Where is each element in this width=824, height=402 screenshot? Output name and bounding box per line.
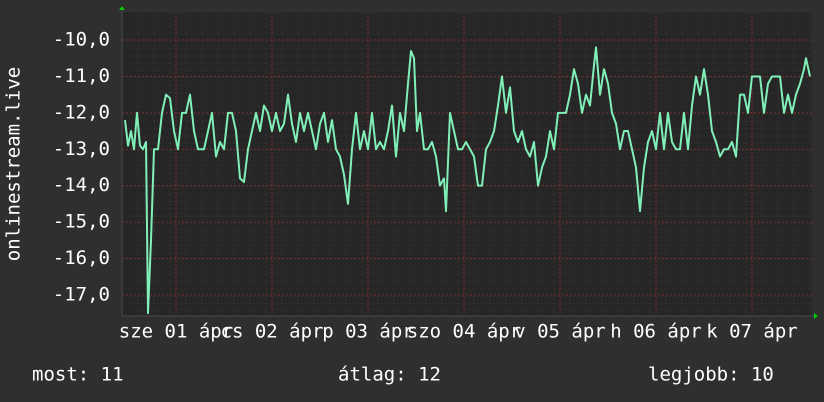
stat-average: átlag: 12 xyxy=(338,364,441,386)
stat-best: legjobb: 10 xyxy=(648,364,774,386)
x-tick-label: szo 04 ápr xyxy=(407,321,521,343)
y-tick-label: -11,0 xyxy=(53,65,110,87)
y-tick-label: -16,0 xyxy=(53,247,110,269)
x-tick-label: k 07 ápr xyxy=(706,321,798,343)
y-axis-arrow xyxy=(119,6,125,10)
footer: most: 11 átlag: 12 legjobb: 10 xyxy=(32,364,774,386)
y-axis-label: onlinestream.live xyxy=(3,67,25,261)
y-tick-label: -17,0 xyxy=(53,283,110,305)
y-tick-label: -15,0 xyxy=(53,211,110,233)
y-tick-label: -12,0 xyxy=(53,101,110,123)
minor-grid xyxy=(122,12,812,316)
data-line xyxy=(124,46,811,315)
y-tick-label: -14,0 xyxy=(53,174,110,196)
x-tick-label: sze 01 ápr xyxy=(119,321,233,343)
y-tick-label: -13,0 xyxy=(53,138,110,160)
x-tick-label: cs 02 ápr xyxy=(221,321,324,343)
x-tick-label: v 05 ápr xyxy=(514,321,606,343)
x-tick-label: p 03 ápr xyxy=(322,321,414,343)
x-tick-label: h 06 ápr xyxy=(610,321,702,343)
y-tick-label: -10,0 xyxy=(53,29,110,51)
x-axis-arrow xyxy=(814,313,818,319)
stat-current: most: 11 xyxy=(32,364,124,386)
